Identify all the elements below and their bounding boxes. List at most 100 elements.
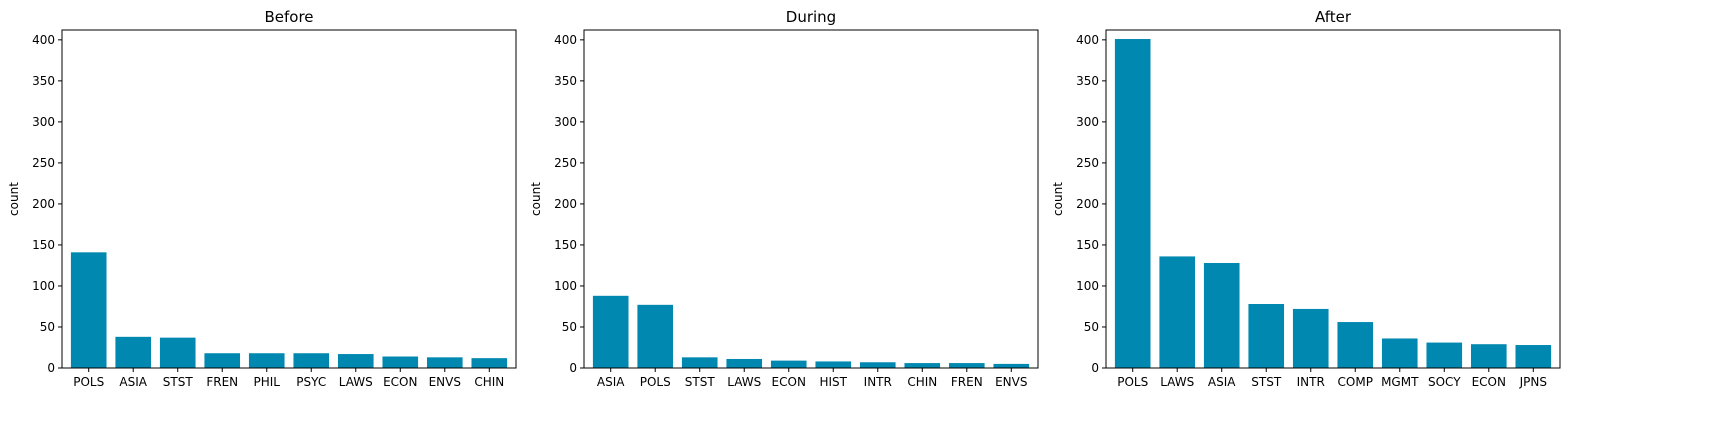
- x-tick-label: ECON: [383, 375, 417, 389]
- x-tick-label: ASIA: [119, 375, 147, 389]
- x-tick-label: CHIN: [474, 375, 504, 389]
- chart-title: During: [786, 8, 836, 26]
- y-tick-label: 350: [1076, 74, 1099, 88]
- x-tick-label: INTR: [1297, 375, 1325, 389]
- y-tick-label: 150: [1076, 238, 1099, 252]
- x-tick-label: JPNS: [1519, 375, 1547, 389]
- bar-intr: [1292, 308, 1329, 368]
- x-tick-label: PHIL: [254, 375, 281, 389]
- y-tick-label: 250: [1076, 156, 1099, 170]
- bar-envs: [426, 357, 463, 368]
- bar-asia: [1203, 262, 1240, 368]
- y-tick-label: 50: [1084, 320, 1099, 334]
- chart-panel-3: 0 50 100 150 200 250 300 350 400 POLS LAWS ASIA STST…: [1051, 8, 1561, 389]
- y-tick-label: 150: [554, 238, 577, 252]
- y-tick-label: 0: [1091, 361, 1099, 375]
- x-tick-label: POLS: [1117, 375, 1148, 389]
- bar-chin: [904, 363, 941, 368]
- x-tick-label: ECON: [772, 375, 806, 389]
- y-tick-label: 50: [562, 320, 577, 334]
- chart-title: After: [1315, 8, 1352, 26]
- bar-asia: [115, 336, 152, 368]
- x-tick-label: STST: [163, 375, 194, 389]
- y-tick-label: 250: [32, 156, 55, 170]
- x-tick-label: SOCY: [1428, 375, 1461, 389]
- y-axis-label: count: [529, 182, 543, 216]
- x-tick-label: ENVS: [995, 375, 1027, 389]
- plot-frame: [583, 29, 1039, 369]
- y-tick-label: 350: [554, 74, 577, 88]
- bar-psyc: [293, 353, 330, 368]
- y-tick-label: 300: [1076, 115, 1099, 129]
- x-tick-label: ASIA: [1208, 375, 1236, 389]
- x-tick-label: LAWS: [1160, 375, 1194, 389]
- chart-panel-1: 0 50 100 150 200 250 300 350 400 POLS ASIA STST FREN…: [7, 8, 517, 389]
- bar-socy: [1426, 342, 1463, 368]
- bar-hist: [815, 361, 852, 368]
- bar-fren: [204, 353, 241, 368]
- plot-frame: [1105, 29, 1561, 369]
- bar-stst: [1248, 304, 1285, 368]
- bar-laws: [1159, 256, 1196, 368]
- x-tick-label: POLS: [640, 375, 671, 389]
- x-tick-label: ASIA: [597, 375, 625, 389]
- x-tick-label: ECON: [1472, 375, 1506, 389]
- bar-laws: [726, 358, 763, 368]
- y-axis-label: count: [1051, 182, 1065, 216]
- x-tick-label: PSYC: [296, 375, 326, 389]
- bar-laws: [337, 354, 374, 368]
- y-tick-label: 0: [569, 361, 577, 375]
- chart-title: Before: [264, 8, 313, 26]
- bar-envs: [993, 363, 1030, 368]
- y-tick-label: 400: [1076, 33, 1099, 47]
- bar-intr: [859, 362, 896, 368]
- x-tick-label: STST: [1251, 375, 1282, 389]
- bar-asia: [592, 295, 629, 368]
- x-tick-label: FREN: [951, 375, 983, 389]
- y-tick-label: 50: [40, 320, 55, 334]
- y-tick-label: 400: [554, 33, 577, 47]
- y-tick-label: 100: [554, 279, 577, 293]
- bar-mgmt: [1381, 338, 1418, 368]
- bar-econ: [382, 356, 419, 368]
- bar-phil: [248, 353, 285, 368]
- bar-comp: [1337, 322, 1374, 368]
- bar-jpns: [1515, 345, 1552, 368]
- bar-stst: [159, 337, 196, 368]
- y-axis-label: count: [7, 182, 21, 216]
- y-tick-label: 150: [32, 238, 55, 252]
- x-tick-label: CHIN: [907, 375, 937, 389]
- bar-chin: [471, 358, 508, 368]
- x-tick-label: FREN: [206, 375, 238, 389]
- y-tick-label: 300: [554, 115, 577, 129]
- y-tick-label: 100: [1076, 279, 1099, 293]
- chart-panel-2: 0 50 100 150 200 250 300 350 400 ASIA POLS STST LAWS…: [529, 8, 1039, 389]
- x-tick-label: COMP: [1338, 375, 1373, 389]
- plot-frame: [61, 29, 517, 369]
- x-tick-label: MGMT: [1381, 375, 1419, 389]
- x-tick-label: HIST: [819, 375, 847, 389]
- x-tick-label: LAWS: [339, 375, 373, 389]
- bar-fren: [948, 363, 985, 368]
- y-tick-label: 200: [32, 197, 55, 211]
- bar-econ: [1470, 344, 1507, 368]
- bar-stst: [681, 357, 718, 368]
- y-tick-label: 100: [32, 279, 55, 293]
- x-tick-label: INTR: [864, 375, 892, 389]
- y-tick-label: 250: [554, 156, 577, 170]
- y-tick-label: 300: [32, 115, 55, 129]
- bar-pols: [70, 252, 107, 368]
- y-tick-label: 350: [32, 74, 55, 88]
- y-tick-label: 200: [1076, 197, 1099, 211]
- bar-pols: [1114, 39, 1151, 369]
- bar-pols: [637, 304, 674, 368]
- x-tick-label: ENVS: [429, 375, 461, 389]
- x-tick-label: STST: [685, 375, 716, 389]
- y-tick-label: 200: [554, 197, 577, 211]
- x-tick-label: LAWS: [727, 375, 761, 389]
- y-tick-label: 0: [47, 361, 55, 375]
- bar-econ: [770, 360, 807, 368]
- y-tick-label: 400: [32, 33, 55, 47]
- x-tick-label: POLS: [73, 375, 104, 389]
